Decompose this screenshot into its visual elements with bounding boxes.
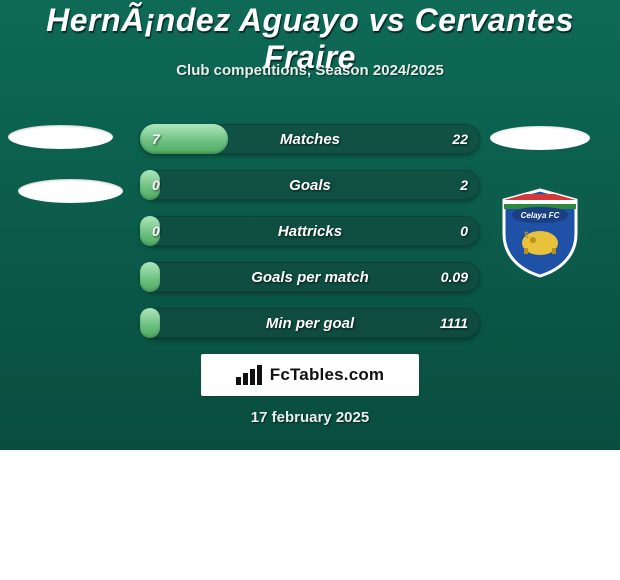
page-subtitle: Club competitions, Season 2024/2025 — [0, 62, 620, 79]
left-player-avatar — [8, 125, 113, 149]
stat-label: Matches — [140, 124, 480, 154]
update-date: 17 february 2025 — [0, 409, 620, 426]
stat-right-value: 0 — [460, 216, 468, 246]
right-player-avatar — [490, 126, 590, 150]
stat-label: Min per goal — [140, 308, 480, 338]
stat-row-hattricks: 0 Hattricks 0 — [140, 216, 480, 246]
brand-badge[interactable]: FcTables.com — [201, 354, 419, 396]
comparison-card: HernÃ¡ndez Aguayo vs Cervantes Fraire Cl… — [0, 0, 620, 580]
stat-row-goals-per-match: Goals per match 0.09 — [140, 262, 480, 292]
stat-label: Goals — [140, 170, 480, 200]
stat-right-value: 2 — [460, 170, 468, 200]
stat-row-matches: 7 Matches 22 — [140, 124, 480, 154]
stat-rows: 7 Matches 22 0 Goals 2 0 Hattricks 0 Goa… — [140, 124, 480, 354]
club-crest-icon: Celaya FC — [498, 188, 582, 278]
right-player-club-logo: Celaya FC — [490, 182, 590, 282]
brand-text: FcTables.com — [270, 365, 385, 385]
stat-right-value: 0.09 — [441, 262, 468, 292]
bars-icon — [236, 365, 264, 385]
stat-label: Goals per match — [140, 262, 480, 292]
stat-right-value: 1111 — [440, 308, 468, 338]
left-player-club-logo — [18, 179, 123, 203]
stat-row-goals: 0 Goals 2 — [140, 170, 480, 200]
svg-text:Celaya FC: Celaya FC — [521, 211, 560, 220]
stat-row-min-per-goal: Min per goal 1111 — [140, 308, 480, 338]
stat-label: Hattricks — [140, 216, 480, 246]
stat-right-value: 22 — [452, 124, 468, 154]
